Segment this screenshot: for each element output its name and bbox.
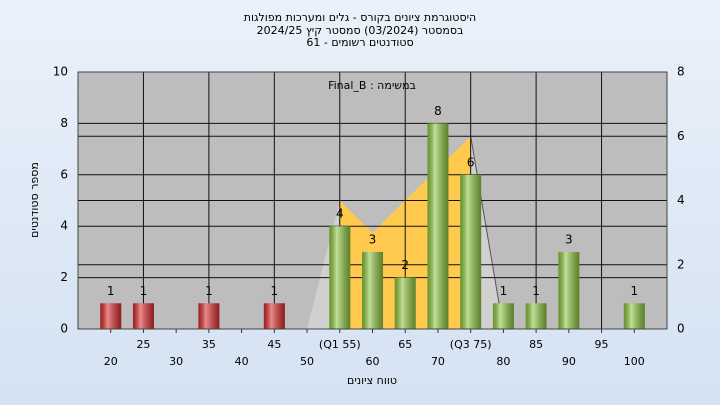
value-label: 1 (140, 284, 148, 298)
y-tick-label: 6 (60, 167, 68, 181)
y-tick-label: 4 (60, 219, 68, 233)
x-tick-label: 25 (136, 338, 150, 351)
bar-shine (100, 303, 122, 329)
bar-shine (132, 303, 154, 329)
value-label: 2 (401, 258, 409, 272)
bar-shine (362, 251, 383, 329)
x-tick-label: (Q1 55) (319, 338, 361, 351)
y2-tick-label: 0 (677, 322, 685, 336)
y-tick-label: 2 (60, 270, 68, 284)
value-label: 3 (565, 232, 573, 246)
value-label: 1 (271, 284, 279, 298)
x-tick-label: 40 (235, 355, 249, 368)
plot-frame (77, 71, 668, 330)
bar-shine (623, 303, 645, 329)
x-tick-label: 100 (624, 355, 645, 368)
bar-shine (427, 123, 449, 330)
y2-tick-label: 4 (677, 193, 685, 207)
x-tick-label: 45 (267, 338, 281, 351)
x-tick-label: 20 (104, 355, 118, 368)
bar-shine (394, 277, 416, 329)
chart-title: סטודנטים רשומים - 61 (306, 36, 413, 49)
value-label: 3 (369, 232, 377, 246)
bar-shine (558, 251, 580, 329)
bar-shine (492, 303, 514, 329)
x-tick-label: 85 (529, 338, 543, 351)
value-label: 1 (107, 284, 115, 298)
y-axis-title: מספר סטודנטים (28, 162, 41, 238)
bar-shine (263, 303, 285, 329)
bar-shine (329, 226, 351, 329)
x-tick-label: 70 (431, 355, 445, 368)
x-tick-label: 95 (595, 338, 609, 351)
value-label: 1 (500, 284, 508, 298)
x-axis-title: טווח ציונים (347, 374, 397, 387)
bar-shine (198, 303, 220, 329)
y2-tick-label: 8 (677, 65, 685, 79)
value-label: 6 (467, 155, 475, 169)
x-tick-label: (Q3 75) (450, 338, 492, 351)
y-tick-label: 8 (60, 116, 68, 130)
x-tick-label: 90 (562, 355, 576, 368)
bar-shine (460, 174, 482, 329)
y2-tick-label: 6 (677, 129, 685, 143)
value-label: 8 (434, 104, 442, 118)
annotation: במשימה : Final_B (328, 79, 416, 92)
value-label: 1 (630, 284, 638, 298)
value-label: 1 (532, 284, 540, 298)
x-tick-label: 60 (366, 355, 380, 368)
area-edge (470, 136, 504, 330)
x-tick-label: 80 (496, 355, 510, 368)
x-tick-label: 50 (300, 355, 314, 368)
value-label: 1 (205, 284, 213, 298)
chart-title: היסטוגרמת ציונים בקורס - גלים ומערכות מפ… (244, 11, 476, 24)
x-tick-label: 30 (169, 355, 183, 368)
value-label: 4 (336, 207, 344, 221)
x-tick-label: 65 (398, 338, 412, 351)
y-tick-label: 10 (53, 65, 68, 79)
y2-tick-label: 2 (677, 257, 685, 271)
x-tick-label: 35 (202, 338, 216, 351)
bar-shine (525, 303, 547, 329)
y-tick-label: 0 (60, 322, 68, 336)
chart-title: בסמסטר (03/2024) סמסטר קיץ 2024/25 (257, 24, 464, 37)
